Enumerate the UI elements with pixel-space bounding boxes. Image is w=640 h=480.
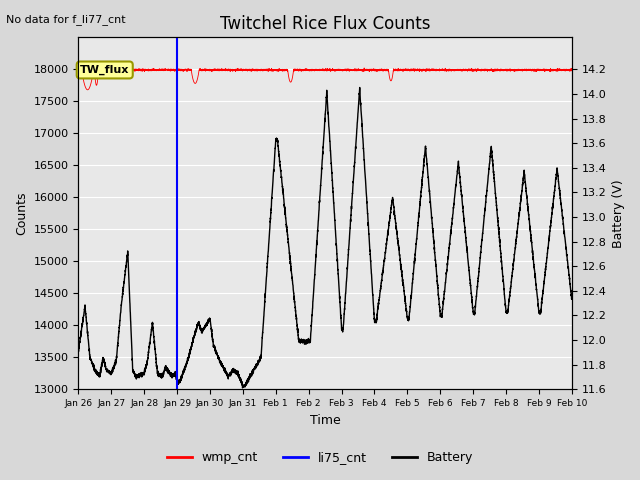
X-axis label: Time: Time bbox=[310, 414, 340, 427]
Y-axis label: Counts: Counts bbox=[15, 192, 28, 235]
Y-axis label: Battery (V): Battery (V) bbox=[612, 179, 625, 248]
Text: TW_flux: TW_flux bbox=[80, 65, 129, 75]
Title: Twitchel Rice Flux Counts: Twitchel Rice Flux Counts bbox=[220, 15, 430, 33]
Legend: wmp_cnt, li75_cnt, Battery: wmp_cnt, li75_cnt, Battery bbox=[162, 446, 478, 469]
Text: No data for f_li77_cnt: No data for f_li77_cnt bbox=[6, 14, 126, 25]
